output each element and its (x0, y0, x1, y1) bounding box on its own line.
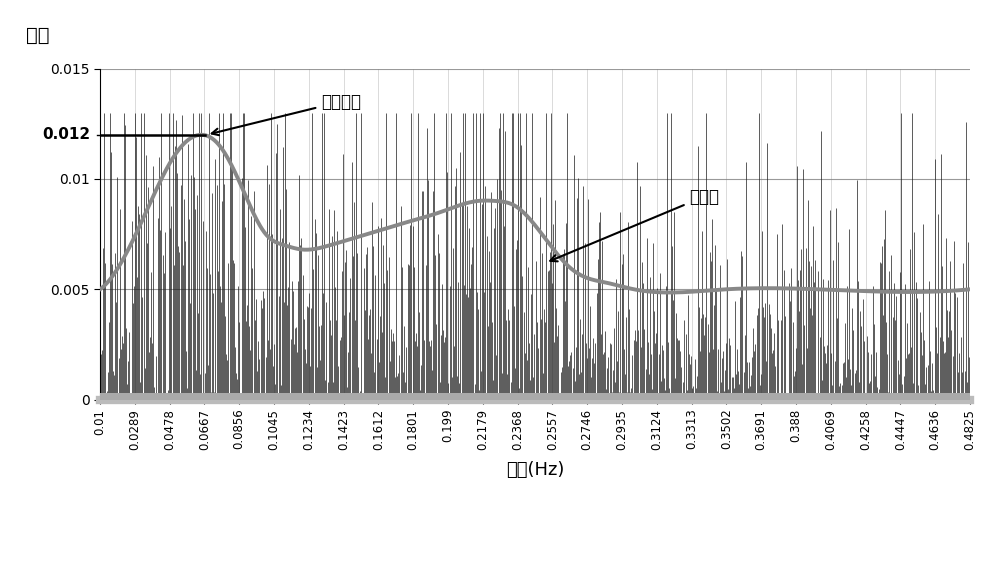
Text: 最大幅値: 最大幅値 (212, 93, 361, 135)
Text: 幅値: 幅値 (26, 26, 50, 45)
Text: 包络线: 包络线 (550, 188, 719, 262)
X-axis label: 频率(Hz): 频率(Hz) (506, 461, 564, 479)
Text: 0.012: 0.012 (42, 127, 90, 142)
Bar (100, 393, 970, 417)
